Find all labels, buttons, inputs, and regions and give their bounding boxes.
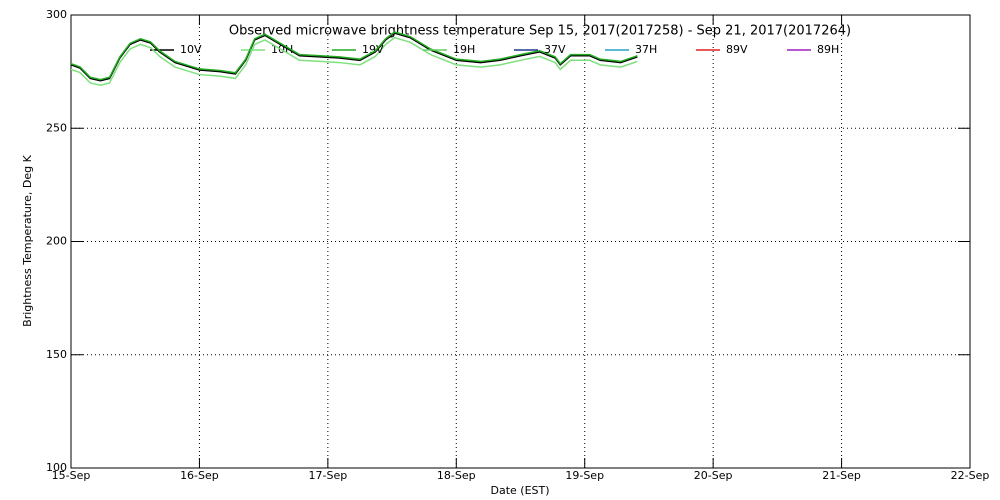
series-line: [70, 32, 638, 82]
x-tick-label: 17-Sep: [309, 469, 348, 482]
legend-label: 19H: [453, 43, 475, 56]
y-tick-label: 100: [46, 461, 67, 474]
x-tick-label: 16-Sep: [180, 469, 219, 482]
x-tick-label: 20-Sep: [694, 469, 733, 482]
y-tick-label: 300: [46, 8, 67, 21]
x-axis-label: Date (EST): [490, 484, 549, 497]
x-tick-label: 15-Sep: [52, 469, 91, 482]
series-line: [70, 36, 638, 86]
y-tick-label: 200: [46, 235, 67, 248]
legend-label: 37V: [544, 43, 566, 56]
y-tick-label: 150: [46, 348, 67, 361]
chart-title: Observed microwave brightness temperatur…: [229, 24, 851, 39]
legend-label: 37H: [635, 43, 657, 56]
y-tick-label: 250: [46, 121, 67, 134]
legend-label: 89H: [817, 43, 839, 56]
x-tick-label: 18-Sep: [437, 469, 476, 482]
x-tick-label: 19-Sep: [565, 469, 604, 482]
x-tick-label: 21-Sep: [822, 469, 861, 482]
series-line: [70, 31, 638, 81]
x-tick-label: 22-Sep: [951, 469, 990, 482]
legend-label: 89V: [726, 43, 748, 56]
legend-label: 10V: [180, 43, 202, 56]
y-axis-label: Brightness Temperature, Deg K: [21, 154, 34, 326]
